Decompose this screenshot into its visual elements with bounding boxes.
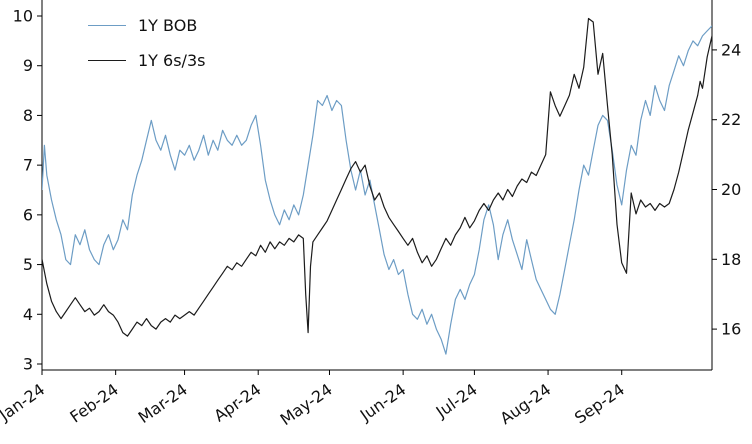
legend-line-sample-black (88, 60, 126, 61)
right-axis-ticks: 16 18 20 22 24 (712, 40, 741, 339)
svg-text:Jan-24: Jan-24 (0, 380, 48, 425)
svg-text:7: 7 (23, 156, 33, 175)
svg-text:16: 16 (721, 320, 741, 339)
svg-text:6: 6 (23, 205, 33, 224)
svg-text:10: 10 (13, 7, 33, 26)
svg-text:20: 20 (721, 180, 741, 199)
svg-text:Aug-24: Aug-24 (496, 380, 554, 428)
chart-legend: 1Y BOB 1Y 6s/3s (88, 8, 205, 78)
svg-text:24: 24 (721, 40, 741, 59)
svg-text:Mar-24: Mar-24 (135, 380, 191, 427)
svg-text:22: 22 (721, 110, 741, 129)
svg-text:Jul-24: Jul-24 (432, 380, 481, 422)
svg-text:Apr-24: Apr-24 (210, 380, 264, 426)
legend-line-sample-blue (88, 25, 126, 26)
legend-label-1y-6s3s: 1Y 6s/3s (138, 50, 206, 70)
left-axis-ticks: 3 4 5 6 7 8 9 10 (13, 7, 42, 374)
legend-item-1y-6s3s: 1Y 6s/3s (88, 43, 205, 78)
x-axis-ticks: Jan-24 Feb-24 Mar-24 Apr-24 May-24 Jun-24 Jul-… (0, 370, 628, 429)
series-line-1 (42, 17, 712, 337)
svg-text:3: 3 (23, 355, 33, 374)
legend-item-1y-bob: 1Y BOB (88, 8, 205, 43)
series-line-0 (42, 25, 712, 355)
svg-text:Sep-24: Sep-24 (571, 380, 628, 428)
legend-label-1y-bob: 1Y BOB (138, 15, 198, 35)
svg-text:18: 18 (721, 250, 741, 269)
svg-text:9: 9 (23, 56, 33, 75)
svg-text:May-24: May-24 (277, 380, 336, 429)
svg-text:5: 5 (23, 255, 33, 274)
svg-text:Jun-24: Jun-24 (356, 380, 410, 425)
svg-text:Feb-24: Feb-24 (66, 380, 122, 427)
svg-text:4: 4 (23, 305, 33, 324)
svg-text:8: 8 (23, 106, 33, 125)
